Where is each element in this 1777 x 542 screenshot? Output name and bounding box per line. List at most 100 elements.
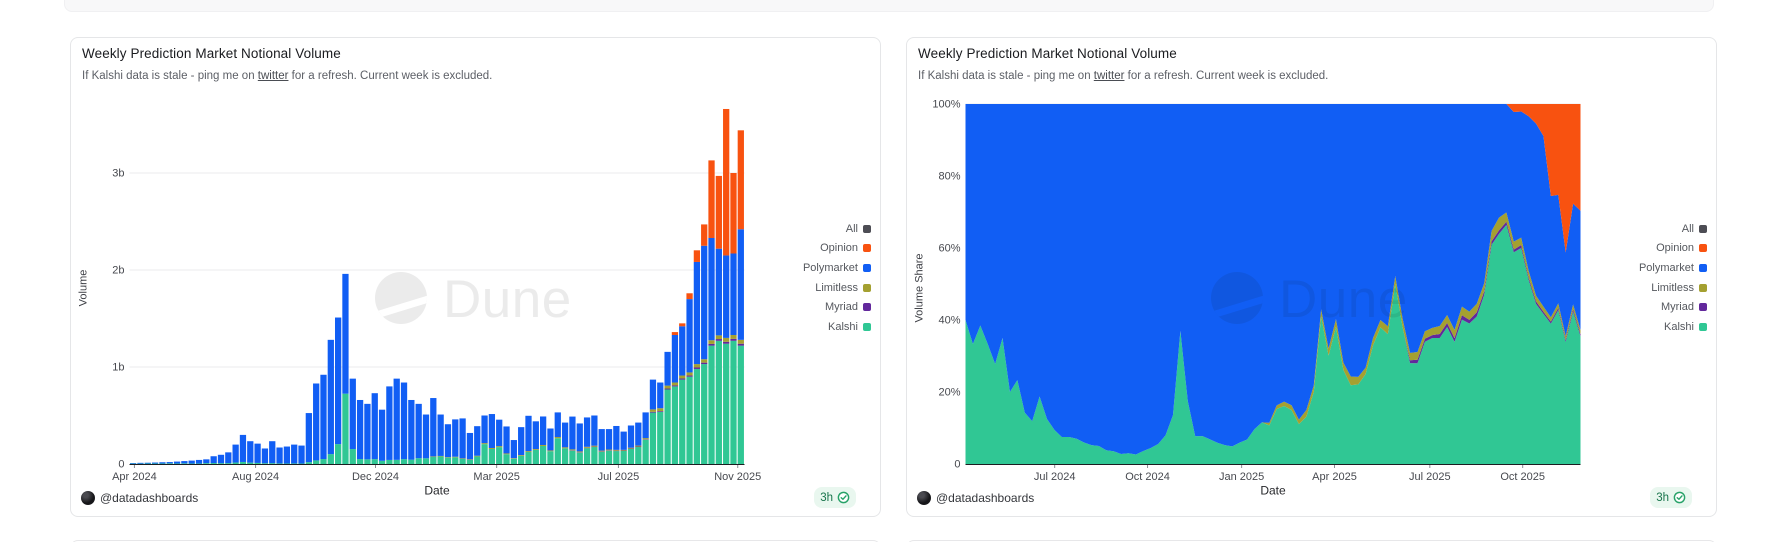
bar-segment-kalshi[interactable] xyxy=(686,376,693,464)
bar-segment-limitless[interactable] xyxy=(466,459,474,460)
bar-segment-polymarket[interactable] xyxy=(217,454,225,464)
bar-segment-limitless[interactable] xyxy=(481,443,488,445)
bar-segment-kalshi[interactable] xyxy=(225,463,232,464)
bar-segment-polymarket[interactable] xyxy=(364,403,371,460)
bar-segment-kalshi[interactable] xyxy=(408,459,415,464)
bar-segment-kalshi[interactable] xyxy=(276,463,283,464)
bar-segment-limitless[interactable] xyxy=(540,444,547,446)
bar-segment-kalshi[interactable] xyxy=(232,462,239,464)
bar-segment-kalshi[interactable] xyxy=(642,439,649,464)
bar-segment-myriad[interactable] xyxy=(730,338,737,341)
bar-segment-myriad[interactable] xyxy=(657,411,664,412)
bar-segment-limitless[interactable] xyxy=(635,445,642,447)
bar-segment-myriad[interactable] xyxy=(737,343,744,346)
bar-segment-kalshi[interactable] xyxy=(488,448,496,464)
bar-segment-kalshi[interactable] xyxy=(203,463,210,464)
bar-segment-kalshi[interactable] xyxy=(459,458,466,464)
bar-segment-kalshi[interactable] xyxy=(620,451,627,464)
bar-segment-polymarket[interactable] xyxy=(173,461,181,464)
bar-segment-limitless[interactable] xyxy=(598,450,605,452)
bar-segment-polymarket[interactable] xyxy=(320,374,327,460)
bar-segment-myriad[interactable] xyxy=(664,388,671,390)
bar-segment-polymarket[interactable] xyxy=(291,444,298,464)
bar-segment-kalshi[interactable] xyxy=(532,449,539,464)
bar-segment-polymarket[interactable] xyxy=(466,432,474,460)
bar-segment-kalshi[interactable] xyxy=(583,448,591,464)
bar-segment-limitless[interactable] xyxy=(737,339,744,344)
bar-segment-polymarket[interactable] xyxy=(459,418,466,459)
bar-segment-polymarket[interactable] xyxy=(693,261,701,365)
bar-segment-polymarket[interactable] xyxy=(422,414,430,459)
bar-segment-limitless[interactable] xyxy=(730,334,737,339)
bar-segment-kalshi[interactable] xyxy=(181,463,188,464)
bar-segment-kalshi[interactable] xyxy=(415,458,422,464)
bar-segment-polymarket[interactable] xyxy=(474,426,481,456)
legend-item-opinion[interactable]: Opinion xyxy=(1639,239,1707,259)
bar-segment-polymarket[interactable] xyxy=(130,463,137,464)
area-band-polymarket[interactable] xyxy=(965,104,1581,455)
bar-segment-polymarket[interactable] xyxy=(715,248,722,336)
bar-segment-kalshi[interactable] xyxy=(723,343,730,464)
bar-segment-polymarket[interactable] xyxy=(378,409,386,461)
bar-segment-polymarket[interactable] xyxy=(386,386,393,460)
legend-item-polymarket[interactable]: Polymarket xyxy=(803,258,871,278)
bar-segment-polymarket[interactable] xyxy=(159,462,166,464)
bar-segment-polymarket[interactable] xyxy=(225,452,232,464)
bar-segment-polymarket[interactable] xyxy=(452,419,459,457)
bar-segment-polymarket[interactable] xyxy=(730,253,737,335)
bar-segment-kalshi[interactable] xyxy=(371,459,378,464)
bar-segment-polymarket[interactable] xyxy=(305,413,312,463)
bar-segment-limitless[interactable] xyxy=(496,446,503,448)
bar-segment-polymarket[interactable] xyxy=(613,425,620,450)
bar-segment-kalshi[interactable] xyxy=(430,456,437,464)
bar-segment-limitless[interactable] xyxy=(723,337,730,342)
bar-segment-polymarket[interactable] xyxy=(327,339,334,455)
bar-segment-polymarket[interactable] xyxy=(547,428,554,451)
bar-segment-polymarket[interactable] xyxy=(188,460,195,464)
bar-segment-polymarket[interactable] xyxy=(239,434,247,462)
bar-segment-opinion[interactable] xyxy=(671,332,679,335)
bar-segment-polymarket[interactable] xyxy=(144,462,151,464)
bar-segment-limitless[interactable] xyxy=(613,449,620,451)
bar-segment-limitless[interactable] xyxy=(554,437,561,439)
bar-segment-kalshi[interactable] xyxy=(481,444,488,464)
bar-segment-polymarket[interactable] xyxy=(151,462,159,464)
bar-segment-limitless[interactable] xyxy=(693,364,701,368)
bar-segment-kalshi[interactable] xyxy=(422,458,430,464)
bar-segment-polymarket[interactable] xyxy=(342,273,349,394)
bar-segment-limitless[interactable] xyxy=(525,451,532,452)
bar-segment-polymarket[interactable] xyxy=(261,448,269,464)
refresh-status-badge[interactable]: 3h xyxy=(814,487,856,508)
bar-segment-kalshi[interactable] xyxy=(613,451,620,464)
author-attribution[interactable]: @datadashboards xyxy=(917,491,1034,505)
bar-segment-kalshi[interactable] xyxy=(503,454,510,464)
bar-segment-kalshi[interactable] xyxy=(547,451,554,464)
bar-segment-polymarket[interactable] xyxy=(561,422,569,448)
bar-segment-limitless[interactable] xyxy=(664,385,671,389)
bar-segment-polymarket[interactable] xyxy=(642,412,649,439)
bar-segment-kalshi[interactable] xyxy=(166,463,173,464)
bar-segment-kalshi[interactable] xyxy=(510,458,517,464)
area-chart-plot[interactable]: 0 20% 40% 60% 80% 100% Jul 2024 Oct 2024 Jan 202… xyxy=(907,38,1718,518)
legend-item-all[interactable]: All xyxy=(803,219,871,239)
bar-segment-kalshi[interactable] xyxy=(554,438,561,464)
bar-segment-kalshi[interactable] xyxy=(393,459,400,464)
bar-segment-kalshi[interactable] xyxy=(693,368,701,464)
legend-item-all[interactable]: All xyxy=(1639,219,1707,239)
bar-segment-polymarket[interactable] xyxy=(671,334,679,383)
bar-segment-limitless[interactable] xyxy=(701,359,708,363)
bar-segment-limitless[interactable] xyxy=(686,372,693,376)
bar-segment-kalshi[interactable] xyxy=(730,340,737,464)
bar-segment-limitless[interactable] xyxy=(620,449,627,451)
bar-segment-kalshi[interactable] xyxy=(569,450,576,464)
bar-segment-polymarket[interactable] xyxy=(635,422,642,446)
legend-item-opinion[interactable]: Opinion xyxy=(803,239,871,259)
bar-segment-polymarket[interactable] xyxy=(371,393,378,460)
bar-segment-kalshi[interactable] xyxy=(701,364,708,464)
bar-segment-limitless[interactable] xyxy=(518,455,525,456)
bar-segment-polymarket[interactable] xyxy=(349,378,356,450)
bar-segment-kalshi[interactable] xyxy=(466,459,474,464)
bar-segment-limitless[interactable] xyxy=(642,438,649,440)
bar-segment-kalshi[interactable] xyxy=(239,461,247,464)
bar-segment-limitless[interactable] xyxy=(459,458,466,459)
